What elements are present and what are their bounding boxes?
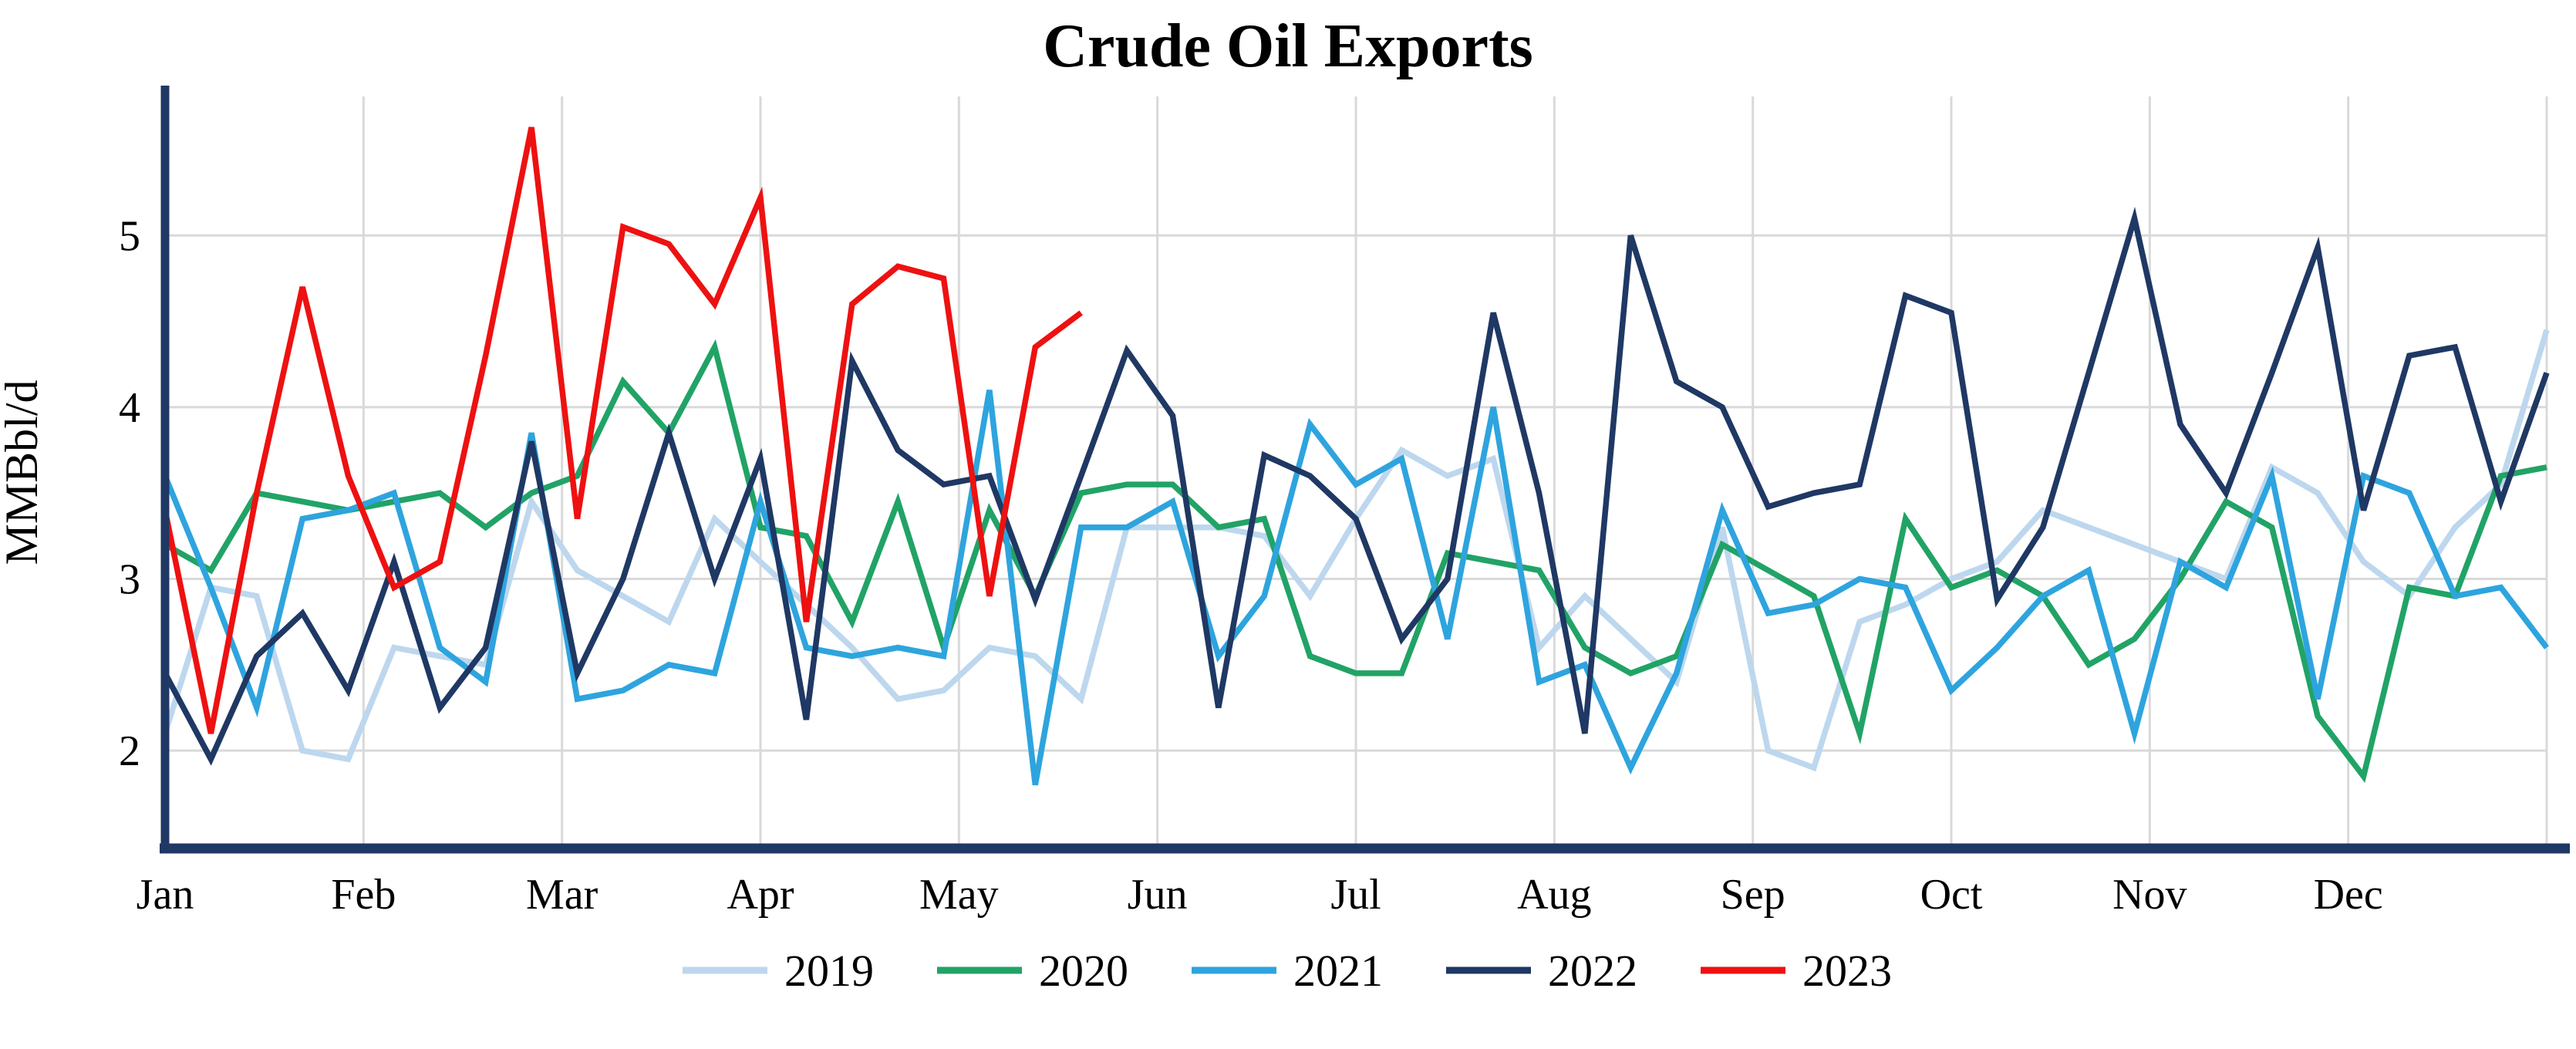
x-tick-label-mar: Mar <box>526 871 598 919</box>
legend-item-2023: 2023 <box>1701 946 1892 996</box>
legend-label: 2023 <box>1802 946 1892 996</box>
x-tick-label-dec: Dec <box>2314 871 2383 919</box>
legend-label: 2020 <box>1039 946 1128 996</box>
x-tick-label-aug: Aug <box>1517 871 1591 919</box>
y-tick-label: 3 <box>119 556 140 604</box>
y-axis-title: MMBbl/d <box>0 379 47 565</box>
series-line-2023 <box>162 126 1083 734</box>
y-tick-label: 4 <box>119 384 140 432</box>
x-tick-label-feb: Feb <box>331 871 396 919</box>
x-tick-label-sep: Sep <box>1721 871 1785 919</box>
y-tick-label: 2 <box>119 727 140 775</box>
x-tick-label-apr: Apr <box>727 871 794 919</box>
x-tick-label-oct: Oct <box>1920 871 1983 919</box>
legend-item-2021: 2021 <box>1192 946 1383 996</box>
legend-item-2022: 2022 <box>1446 946 1637 996</box>
chart-title: Crude Oil Exports <box>1043 12 1533 80</box>
series-line-2022 <box>162 207 2550 766</box>
legend-item-2020: 2020 <box>937 946 1128 996</box>
x-tick-label-nov: Nov <box>2112 871 2187 919</box>
x-tick-label-jan: Jan <box>137 871 194 919</box>
legend-label: 2019 <box>784 946 874 996</box>
y-tick-label: 5 <box>119 212 140 260</box>
legend-label: 2022 <box>1548 946 1637 996</box>
legend-item-2019: 2019 <box>683 946 874 996</box>
x-tick-label-may: May <box>919 871 999 919</box>
x-tick-label-jun: Jun <box>1128 871 1188 919</box>
legend-label: 2021 <box>1293 946 1383 996</box>
series-line-2020 <box>164 339 2547 784</box>
x-tick-label-jul: Jul <box>1330 871 1381 919</box>
